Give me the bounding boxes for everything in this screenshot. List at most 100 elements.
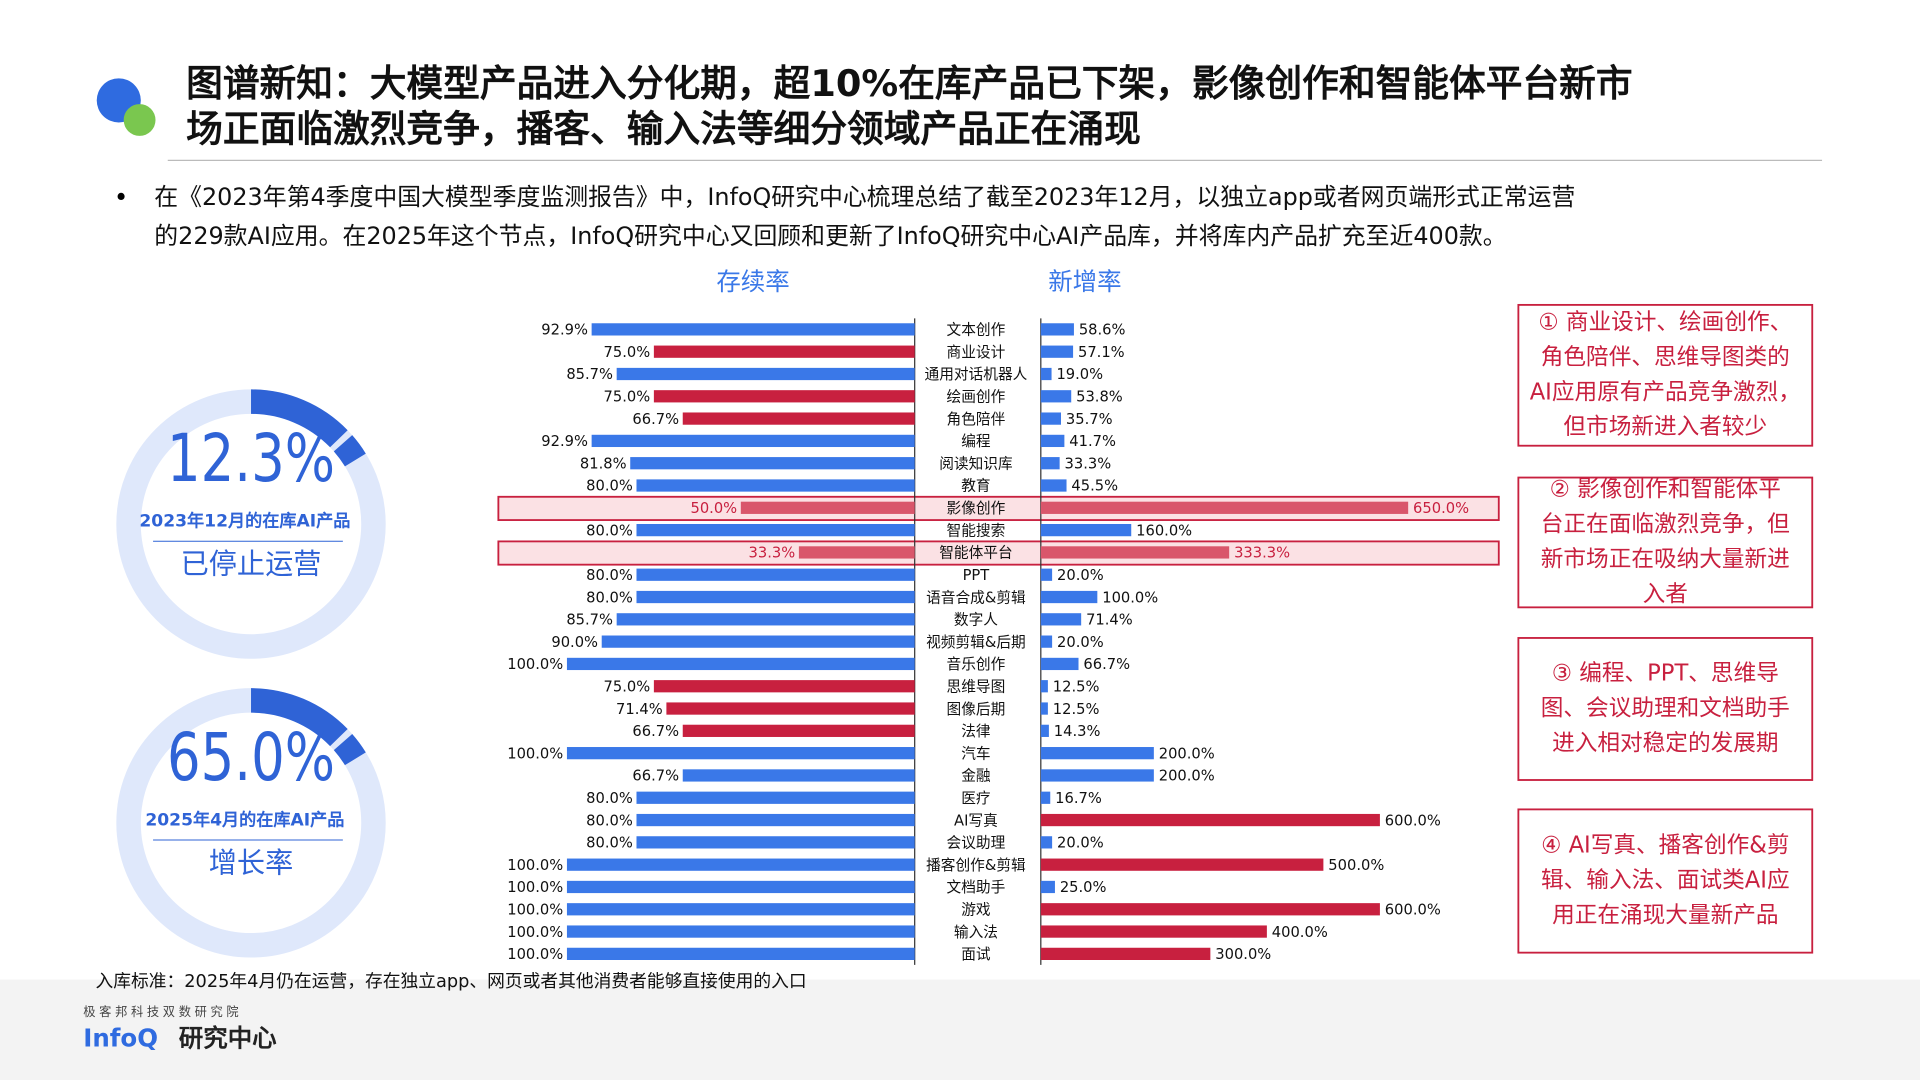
value-label: 80.0% bbox=[586, 478, 633, 495]
donut-accent bbox=[250, 688, 348, 747]
value-label: 75.0% bbox=[604, 344, 651, 361]
category-label: 编程 bbox=[961, 433, 991, 450]
category-label: 医疗 bbox=[961, 790, 991, 807]
value-label: 12.5% bbox=[1053, 701, 1100, 718]
highlight-row bbox=[497, 540, 1500, 566]
annotation-text: AI应用原有产品竞争激烈， bbox=[1530, 379, 1801, 405]
bar-right bbox=[1040, 947, 1211, 960]
bar-right bbox=[1040, 858, 1324, 871]
category-label: 数字人 bbox=[954, 612, 998, 629]
value-label: 160.0% bbox=[1136, 522, 1192, 539]
annotation-text: ④ AI写真、播客创作&剪 bbox=[1541, 833, 1789, 859]
value-label: 80.0% bbox=[586, 522, 633, 539]
bar-left bbox=[798, 546, 915, 559]
bar-right bbox=[1040, 367, 1052, 381]
bar-right bbox=[1040, 523, 1132, 537]
annotation-text: 但市场新进入者较少 bbox=[1563, 414, 1767, 440]
value-label: 71.4% bbox=[616, 701, 663, 718]
value-label: 58.6% bbox=[1079, 322, 1126, 339]
bar-right bbox=[1040, 769, 1154, 782]
footer-brand: InfoQ bbox=[83, 1024, 158, 1053]
category-label: 智能搜索 bbox=[947, 521, 1006, 539]
annotations: ① 商业设计、绘画创作、角色陪伴、思维导图类的 AI应用原有产品竞争激烈， 但市场新… bbox=[1517, 303, 1814, 954]
value-label: 92.9% bbox=[541, 322, 588, 339]
category-label: 播客创作&剪辑 bbox=[926, 856, 1026, 874]
annotation-text: ① 商业设计、绘画创作、 bbox=[1538, 309, 1792, 335]
bar-left bbox=[636, 568, 915, 581]
bar-right bbox=[1040, 836, 1053, 849]
value-label: 66.7% bbox=[632, 411, 679, 428]
category-label: 会议助理 bbox=[947, 835, 1006, 852]
bar-right bbox=[1040, 635, 1053, 648]
value-label: 71.4% bbox=[1086, 612, 1133, 629]
category-label: 汽车 bbox=[961, 745, 990, 762]
bar-left bbox=[653, 680, 915, 693]
bar-right bbox=[1040, 546, 1230, 559]
value-label: 75.0% bbox=[604, 389, 651, 406]
value-label: 20.0% bbox=[1057, 835, 1104, 852]
bar-left bbox=[630, 457, 915, 470]
category-label: 视频剪辑&后期 bbox=[926, 633, 1026, 651]
value-label: 57.1% bbox=[1078, 344, 1125, 361]
value-label: 80.0% bbox=[586, 812, 633, 829]
title: 场正面临激烈竞争，播客、输入法等细分领域产品正在涌现 bbox=[186, 108, 1141, 151]
value-label: 200.0% bbox=[1159, 768, 1215, 785]
annotation-text: 辑、输入法、面试类AI应 bbox=[1541, 868, 1790, 894]
kpi-value: 12.3% bbox=[167, 420, 335, 497]
bar-left bbox=[601, 635, 915, 648]
value-label: 16.7% bbox=[1055, 790, 1102, 807]
bar-left bbox=[666, 702, 915, 715]
value-label: 33.3% bbox=[749, 545, 796, 562]
logo-dot bbox=[123, 104, 156, 136]
category-label: 智能体平台 bbox=[939, 544, 1012, 562]
kpi-caption: 2023年12月的在库AI产品 bbox=[139, 511, 350, 532]
bar-right bbox=[1040, 791, 1051, 804]
category-label: 输入法 bbox=[954, 924, 998, 941]
value-label: 600.0% bbox=[1385, 901, 1441, 918]
category-label: 音乐创作 bbox=[947, 656, 1006, 673]
annotation-text: 图、会议助理和文档助手 bbox=[1541, 695, 1790, 721]
value-label: 80.0% bbox=[586, 567, 633, 584]
category-label: 思维导图 bbox=[947, 678, 1006, 695]
category-label: 语音合成&剪辑 bbox=[926, 588, 1026, 606]
donut-accent bbox=[333, 733, 366, 766]
bar-left bbox=[566, 903, 915, 916]
value-label: 80.0% bbox=[586, 835, 633, 852]
bar-right bbox=[1040, 813, 1380, 827]
value-label: 90.0% bbox=[551, 634, 598, 651]
donut-accent bbox=[333, 435, 366, 467]
value-label: 33.3% bbox=[1065, 455, 1112, 472]
value-label: 100.0% bbox=[507, 901, 563, 918]
value-label: 50.0% bbox=[690, 500, 737, 517]
category-label: PPT bbox=[963, 567, 991, 584]
bar-left bbox=[636, 836, 915, 849]
bar-left bbox=[636, 590, 915, 604]
footnote: 入库标准：2025年4月仍在运营，存在独立app、网页或者其他消费者能够直接使用… bbox=[96, 971, 807, 992]
bar-left bbox=[591, 323, 915, 336]
value-label: 100.0% bbox=[507, 745, 563, 762]
title: 图谱新知：大模型产品进入分化期，超10%在库产品已下架，影像创作和智能体平台新市 bbox=[186, 62, 1633, 105]
bar-left bbox=[682, 769, 915, 782]
bar-right bbox=[1040, 479, 1067, 492]
legend-left: 存续率 bbox=[716, 267, 789, 296]
annotation-text: ② 影像创作和智能体平 bbox=[1550, 477, 1781, 503]
kpi-label: 增长率 bbox=[209, 846, 293, 879]
kpi-value: 65.0% bbox=[167, 719, 335, 796]
bar-right bbox=[1040, 568, 1053, 581]
category-label: 阅读知识库 bbox=[939, 455, 1013, 472]
category-label: 文本创作 bbox=[947, 322, 1006, 339]
bar-right bbox=[1040, 613, 1082, 626]
legend-right: 新增率 bbox=[1048, 267, 1121, 296]
category-label: 法律 bbox=[961, 723, 991, 740]
bar-left bbox=[566, 657, 915, 671]
value-label: 100.0% bbox=[1102, 589, 1158, 606]
value-label: 19.0% bbox=[1056, 366, 1103, 383]
bar-left bbox=[636, 813, 915, 827]
bar-right bbox=[1040, 747, 1154, 760]
annotation-text: 用正在涌现大量新产品 bbox=[1552, 902, 1778, 928]
value-label: 81.8% bbox=[580, 455, 627, 472]
value-label: 400.0% bbox=[1272, 924, 1328, 941]
